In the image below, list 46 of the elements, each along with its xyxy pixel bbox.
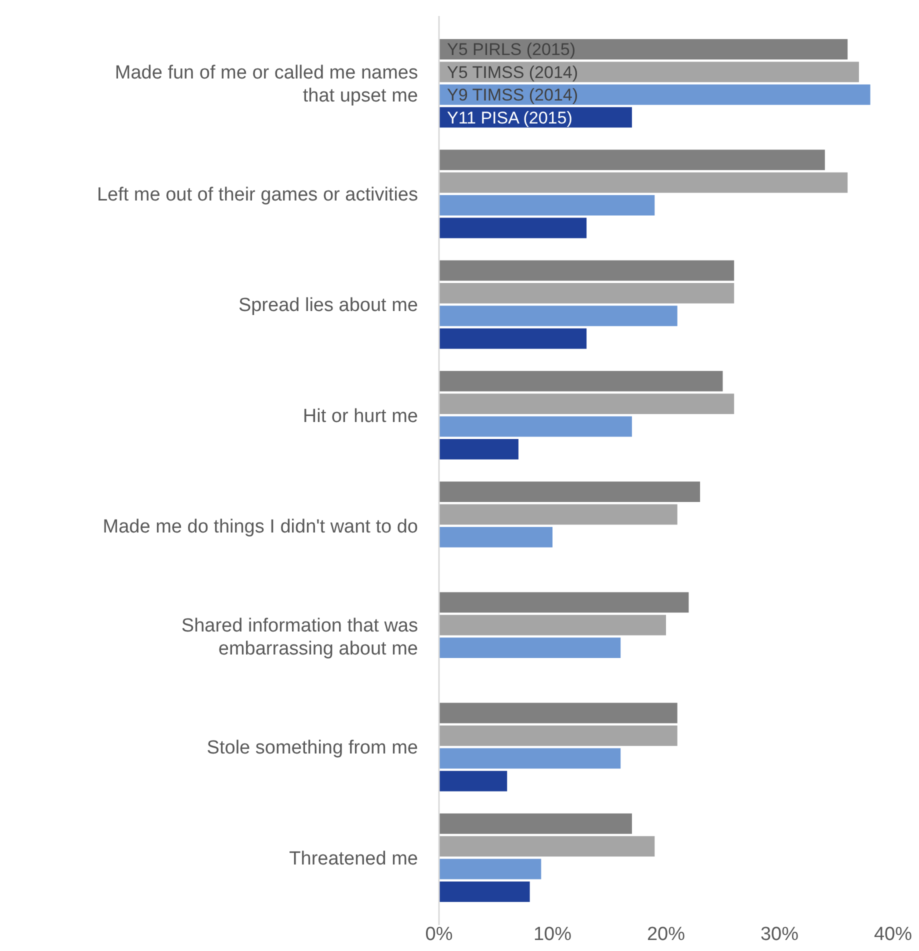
x-tick-label: 10%	[533, 924, 572, 945]
bar	[439, 836, 655, 857]
bar	[439, 882, 530, 902]
bar	[439, 218, 587, 238]
x-tick-label: 30%	[760, 924, 799, 945]
series-label: Y5 PIRLS (2015)	[447, 40, 576, 60]
bar	[439, 394, 734, 414]
bar	[439, 84, 870, 105]
bar	[439, 770, 508, 792]
bar	[439, 260, 734, 281]
series-label: Y5 TIMSS (2014)	[447, 62, 578, 82]
y-tick-label: Made fun of me or called me names that upset me	[114, 62, 418, 106]
bar	[439, 748, 621, 769]
bar	[439, 328, 587, 349]
bar	[439, 39, 848, 60]
x-tick-label: 40%	[874, 924, 912, 945]
bar	[439, 306, 678, 326]
bar	[439, 283, 734, 304]
bar	[439, 614, 666, 636]
bar	[439, 726, 678, 746]
bar	[439, 416, 632, 437]
bar	[439, 370, 723, 392]
bar	[439, 526, 552, 548]
bar	[439, 172, 848, 193]
x-tick-label: 20%	[646, 924, 686, 945]
bar	[439, 858, 542, 880]
x-tick-label: 0%	[425, 924, 453, 945]
series-label: Y11 PISA (2015)	[447, 108, 572, 128]
bar	[439, 813, 632, 834]
bar	[439, 702, 678, 724]
bar	[439, 62, 859, 82]
y-tick-label: Stole something from me	[206, 738, 418, 759]
bar	[439, 592, 689, 613]
bar	[439, 482, 700, 502]
y-tick-label: Hit or hurt me	[302, 406, 418, 427]
bar	[439, 195, 655, 216]
bar	[439, 638, 621, 658]
bar	[439, 504, 678, 525]
series-label: Y9 TIMSS (2014)	[447, 86, 578, 105]
y-tick-label: Made me do things I didn't want to do	[102, 516, 418, 538]
y-tick-label: Threatened me	[289, 848, 418, 870]
bar	[439, 150, 825, 170]
y-tick-label: Left me out of their games or activities	[96, 184, 418, 206]
bar	[439, 439, 518, 460]
y-tick-label: Spread lies about me	[238, 295, 418, 316]
y-tick-label: Shared information that was embarrassing about me	[181, 616, 418, 660]
